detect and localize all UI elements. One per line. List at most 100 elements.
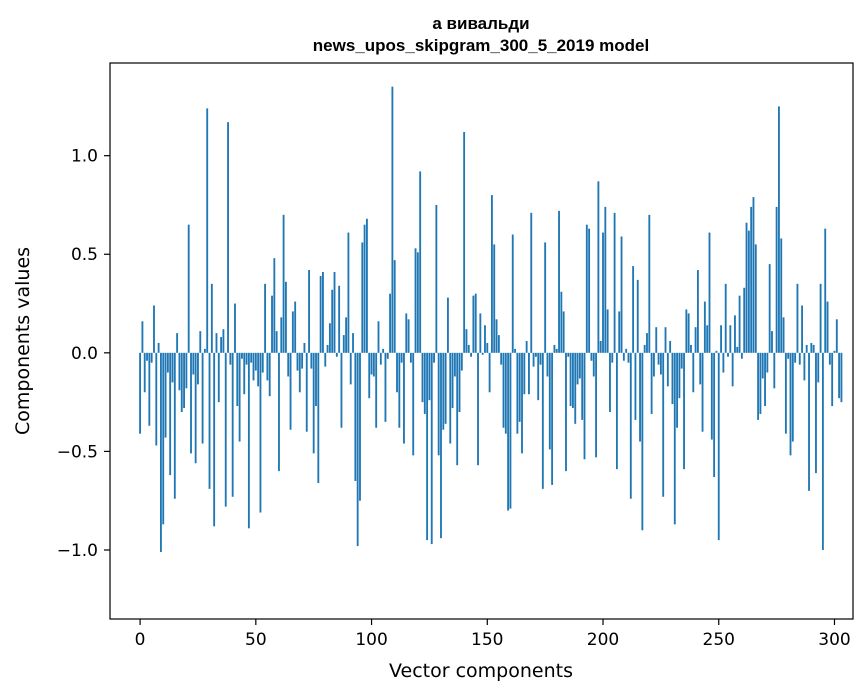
bar-23: [192, 352, 195, 375]
bar-32: [213, 352, 216, 527]
x-tick-label: 300: [818, 630, 850, 650]
bar-109: [391, 86, 394, 353]
bar-99: [368, 352, 371, 399]
bar-265: [752, 197, 755, 353]
bar-39: [229, 352, 232, 365]
bar-84: [333, 271, 336, 353]
bar-0: [139, 352, 142, 434]
bar-210: [625, 348, 628, 353]
bar-220: [648, 214, 651, 353]
bar-183: [562, 311, 565, 353]
bar-67: [294, 301, 297, 353]
x-axis-label: Vector components: [389, 660, 573, 682]
bar-133: [447, 297, 449, 353]
bar-277: [780, 238, 783, 353]
bar-107: [386, 352, 389, 359]
bar-218: [643, 344, 646, 353]
bar-160: [509, 352, 512, 509]
bar-296: [824, 228, 827, 353]
bar-81: [326, 344, 329, 353]
bar-207: [618, 311, 621, 353]
bar-174: [541, 352, 544, 489]
bar-72: [305, 352, 308, 432]
bar-272: [768, 264, 771, 353]
bar-69: [298, 352, 301, 393]
bar-246: [708, 232, 711, 353]
bar-28: [203, 348, 206, 353]
bar-46: [245, 352, 248, 365]
bar-294: [819, 283, 822, 353]
bar-209: [622, 352, 625, 361]
bar-280: [787, 352, 790, 359]
bar-78: [319, 275, 322, 353]
bar-161: [511, 234, 514, 353]
bar-179: [553, 344, 556, 353]
bar-167: [525, 341, 528, 353]
bar-105: [382, 348, 385, 353]
bar-131: [442, 352, 445, 430]
bar-184: [565, 352, 567, 472]
bar-293: [817, 352, 820, 383]
bar-26: [199, 331, 202, 353]
bar-162: [514, 348, 516, 353]
bar-292: [815, 352, 817, 474]
bar-170: [532, 352, 535, 367]
bar-188: [574, 352, 577, 424]
bar-222: [653, 352, 655, 377]
bar-90: [347, 232, 350, 353]
x-tick-label: 250: [703, 630, 735, 650]
bar-232: [676, 352, 679, 428]
bar-245: [706, 325, 709, 353]
bar-243: [701, 352, 704, 432]
bar-211: [627, 352, 630, 363]
bar-117: [409, 352, 412, 363]
bar-108: [389, 293, 391, 353]
bar-186: [569, 352, 572, 407]
bar-100: [370, 352, 373, 375]
bar-70: [301, 352, 304, 369]
plot-frame: [109, 62, 854, 620]
bar-38: [227, 122, 229, 353]
bar-95: [359, 352, 361, 501]
bar-270: [764, 352, 766, 407]
bar-114: [403, 352, 405, 444]
bar-228: [666, 352, 669, 387]
bar-274: [773, 352, 776, 389]
bar-35: [220, 337, 223, 353]
bar-55: [266, 352, 269, 381]
bar-149: [484, 325, 486, 353]
bar-85: [335, 352, 338, 357]
bar-286: [801, 305, 803, 353]
bar-29: [206, 108, 209, 353]
bar-187: [572, 352, 574, 409]
bar-201: [604, 206, 607, 353]
bar-110: [393, 260, 396, 353]
bar-121: [419, 171, 422, 353]
bars-group: [139, 86, 843, 552]
bar-178: [551, 352, 554, 485]
bar-48: [250, 352, 253, 363]
bar-130: [440, 352, 442, 539]
bar-86: [338, 285, 341, 353]
bar-104: [379, 352, 382, 365]
bar-214: [634, 352, 637, 420]
bar-165: [521, 352, 523, 454]
bar-126: [430, 352, 433, 545]
bar-30: [208, 352, 211, 489]
bar-212: [629, 352, 632, 499]
bar-190: [578, 352, 581, 379]
bar-233: [678, 352, 681, 399]
bar-145: [474, 293, 477, 353]
bar-264: [750, 206, 753, 353]
bar-142: [467, 344, 470, 353]
bar-202: [606, 309, 609, 353]
bar-255: [729, 325, 732, 353]
bar-2: [143, 352, 146, 393]
bar-288: [805, 344, 808, 353]
bar-191: [581, 352, 584, 420]
bar-229: [669, 341, 672, 353]
bar-53: [261, 352, 264, 373]
bar-43: [238, 352, 241, 442]
bar-289: [808, 352, 810, 491]
bar-94: [356, 352, 359, 547]
